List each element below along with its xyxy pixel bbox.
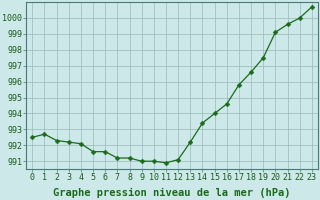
X-axis label: Graphe pression niveau de la mer (hPa): Graphe pression niveau de la mer (hPa) <box>53 188 291 198</box>
